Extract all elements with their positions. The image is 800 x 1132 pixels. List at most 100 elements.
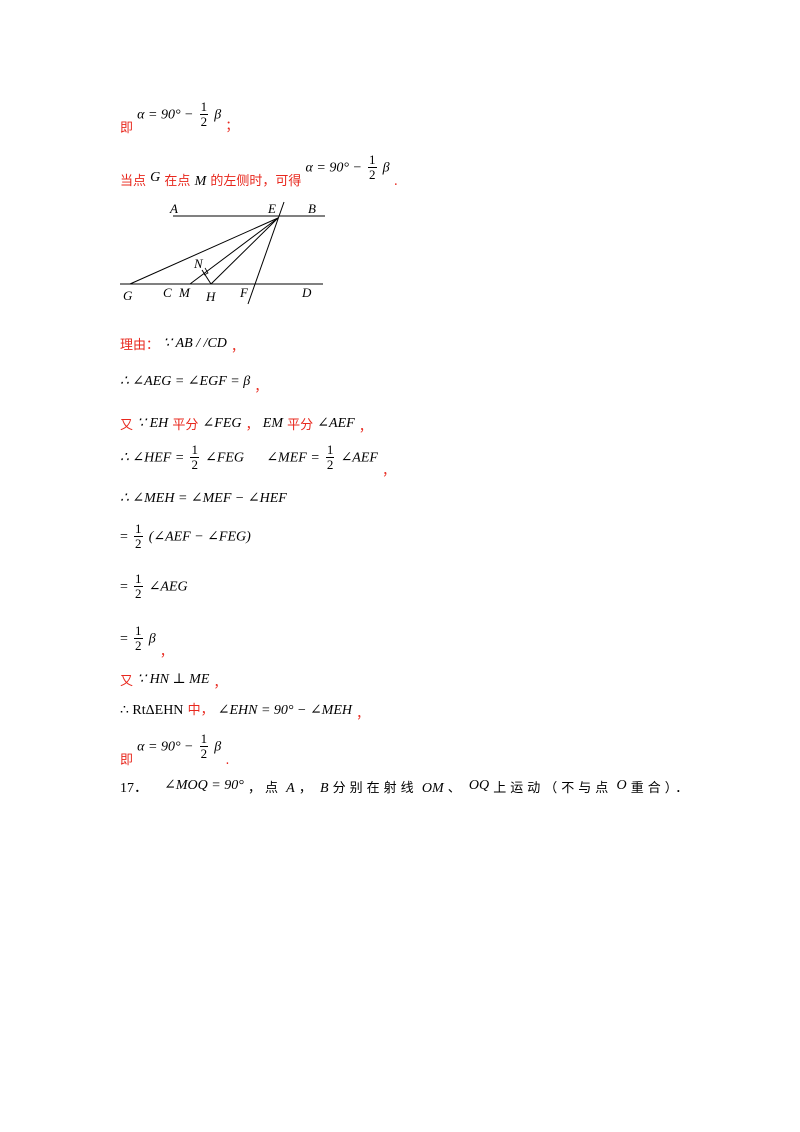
formula-aeg: ∴ ∠AEG = ∠EGF = β	[120, 374, 251, 389]
formula-aef: ∠AEF	[340, 450, 378, 466]
line-em	[189, 217, 279, 285]
var-g: G	[150, 170, 161, 186]
formula-alpha: α = 90° −	[137, 739, 194, 755]
var-a: A	[286, 781, 295, 796]
formula-rt: ∴ RtΔEHN	[120, 703, 184, 718]
label-m: M	[178, 285, 191, 300]
text-zhong: 中，	[187, 703, 214, 718]
text-dian: ，点	[247, 781, 282, 796]
var-oq: OQ	[468, 778, 490, 793]
punct: ；	[225, 119, 239, 135]
punct: .	[225, 753, 230, 769]
var-om: OM	[421, 781, 444, 796]
formula-diff: (∠AEF − ∠FEG)	[148, 529, 251, 545]
question-17: 17． ∠MOQ = 90° ，点 A ， B 分别在射线 OM 、 OQ 上运…	[120, 779, 693, 796]
text-liyou: 理由：	[120, 338, 160, 353]
punct: ，	[356, 707, 370, 722]
formula-moq: ∠MOQ = 90°	[164, 778, 244, 793]
formula-hef: ∴ ∠HEF =	[120, 450, 185, 466]
question-number: 17．	[120, 781, 148, 796]
formula-alpha: α = 90° −	[137, 107, 194, 123]
text-pingfen: 平分	[287, 418, 314, 433]
punct: ，	[358, 420, 372, 435]
formula-em: EM	[262, 416, 283, 431]
right-angle-mark	[203, 267, 209, 276]
text-pingfen: 平分	[172, 418, 199, 433]
formula-eh: ∵ EH	[137, 416, 169, 431]
label-b: B	[308, 201, 316, 216]
formula-beta: β	[148, 631, 156, 647]
formula-aef: ∠AEF	[317, 416, 355, 431]
formula-meh: ∴ ∠MEH = ∠MEF − ∠HEF	[120, 491, 287, 506]
line-eh	[210, 217, 279, 285]
label-h: H	[205, 289, 216, 304]
punct: ，	[298, 781, 316, 796]
punct: ，	[254, 380, 268, 395]
var-b: B	[319, 781, 329, 796]
geometry-figure: A E B N G C M H F D	[120, 201, 325, 305]
punct: ，	[382, 464, 396, 480]
line-hn	[201, 269, 212, 285]
label-a: A	[169, 201, 178, 216]
equals: =	[120, 529, 128, 545]
var-o: O	[616, 778, 627, 793]
equals: =	[120, 579, 128, 595]
var-m: M	[194, 174, 207, 190]
text-chonghe: 重合）．	[630, 781, 693, 796]
formula-beta: β	[214, 739, 222, 755]
punct: .	[393, 174, 398, 190]
label-g: G	[123, 288, 133, 303]
formula-feg: ∠FEG	[205, 450, 245, 466]
label-n: N	[193, 256, 204, 271]
formula-alpha: α = 90° −	[305, 160, 362, 176]
punct: ，	[245, 418, 259, 433]
text-dangdian: 当点	[120, 174, 147, 190]
formula-perp: ∵ HN ⊥ ME	[137, 672, 210, 687]
formula-feg: ∠FEG	[202, 416, 242, 431]
text-you: 又	[120, 418, 134, 433]
formula-ehn: ∠EHN = 90° − ∠MEH	[217, 703, 352, 718]
label-e: E	[267, 201, 276, 216]
formula-aeg: ∠AEG	[148, 579, 188, 595]
punct: ，	[231, 340, 245, 355]
formula-mef: ∠MEF =	[266, 450, 320, 466]
text-ji: 即	[120, 753, 134, 769]
equals: =	[120, 631, 128, 647]
label-f: F	[239, 285, 249, 300]
text-fenbie: 分别在射线	[332, 781, 418, 796]
line-eg	[129, 217, 279, 285]
line-right-triangle: ∴ RtΔEHN 中， ∠EHN = 90° − ∠MEH ，	[120, 703, 369, 722]
line-meh: ∴ ∠MEH = ∠MEF − ∠HEF	[120, 492, 287, 506]
text-you: 又	[120, 674, 134, 689]
punct: ，	[159, 645, 173, 661]
punct: 、	[447, 781, 465, 796]
punct: ，	[213, 676, 227, 691]
text-zaidian: 在点	[164, 174, 191, 190]
text-yundong: 上运动（不与点	[493, 781, 613, 796]
line-angle-eq: ∴ ∠AEG = ∠EGF = β ，	[120, 374, 267, 395]
line-ef	[247, 201, 285, 305]
line-perp: 又 ∵ HN ⊥ ME ，	[120, 672, 227, 691]
label-c: C	[163, 285, 172, 300]
text-ji: 即	[120, 121, 134, 137]
formula-beta: β	[382, 160, 390, 176]
formula-parallel: ∵ AB / /CD	[163, 336, 227, 351]
formula-beta: β	[214, 107, 222, 123]
label-d: D	[301, 285, 312, 300]
text-zuoce: 的左侧时，可得	[210, 174, 302, 190]
